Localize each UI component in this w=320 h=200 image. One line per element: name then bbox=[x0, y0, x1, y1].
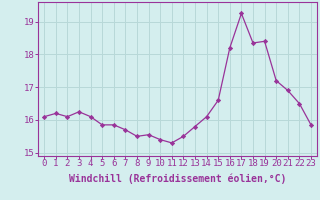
X-axis label: Windchill (Refroidissement éolien,°C): Windchill (Refroidissement éolien,°C) bbox=[69, 173, 286, 184]
